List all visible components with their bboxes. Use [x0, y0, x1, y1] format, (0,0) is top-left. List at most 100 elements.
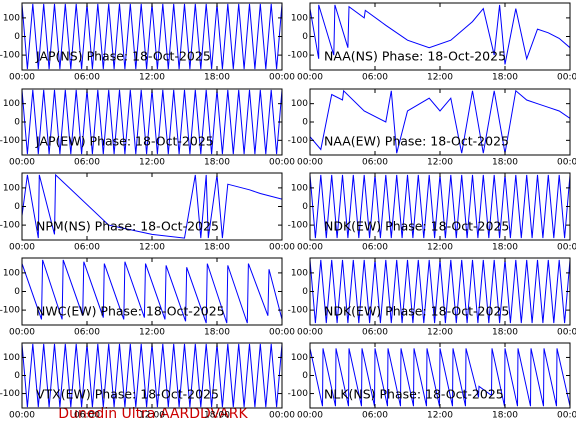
y-tick-label: -100 [0, 51, 20, 61]
x-tick-label: 18:00 [492, 243, 518, 253]
phase-line [22, 173, 282, 239]
y-tick-label: 0 [302, 118, 308, 128]
x-tick-label: 06:00 [362, 411, 388, 421]
x-tick-label: 06:00 [74, 243, 100, 253]
x-tick-label: 18:00 [492, 328, 518, 338]
phase-line [22, 259, 282, 324]
x-tick-label: 00:00 [557, 73, 576, 83]
x-tick-label: 00:00 [9, 243, 35, 253]
x-tick-label: 12:00 [139, 158, 165, 168]
x-tick-label: 00:00 [9, 328, 35, 338]
y-tick-label: -100 [288, 306, 309, 316]
y-tick-label: -100 [288, 221, 309, 231]
x-tick-label: 00:00 [297, 158, 323, 168]
x-tick-label: 00:00 [557, 158, 576, 168]
y-tick-label: 100 [3, 13, 20, 23]
x-tick-label: 00:00 [9, 158, 35, 168]
x-tick-label: 00:00 [9, 411, 35, 421]
y-tick-label: 0 [14, 371, 20, 381]
y-tick-label: 0 [14, 202, 20, 212]
panel-title: NAA(NS) Phase: 18-Oct-2025 [324, 49, 506, 64]
panel-title: NLK(NS) Phase: 18-Oct-2025 [324, 387, 504, 402]
y-tick-label: 100 [291, 183, 308, 193]
x-tick-label: 18:00 [492, 411, 518, 421]
y-tick-label: -100 [288, 389, 309, 399]
x-tick-label: 06:00 [74, 73, 100, 83]
x-tick-label: 00:00 [557, 328, 576, 338]
y-tick-label: 0 [302, 32, 308, 42]
x-tick-label: 06:00 [74, 411, 100, 421]
x-tick-label: 12:00 [139, 243, 165, 253]
y-tick-label: 0 [302, 287, 308, 297]
panel: 1000-10000:0006:0012:0018:0000:00NAA(EW)… [288, 88, 576, 168]
x-tick-label: 00:00 [297, 411, 323, 421]
panel-title: NDK(EW) Phase: 18-Oct-2025 [324, 304, 509, 319]
x-tick-label: 18:00 [204, 158, 230, 168]
panel-title: NAA(EW) Phase: 18-Oct-2025 [324, 134, 509, 149]
x-tick-label: 12:00 [427, 243, 453, 253]
x-tick-label: 00:00 [269, 73, 295, 83]
x-tick-label: 18:00 [204, 411, 230, 421]
panel-title: VTX(EW) Phase: 18-Oct-2025 [36, 387, 219, 402]
x-tick-label: 12:00 [139, 411, 165, 421]
y-tick-label: 0 [14, 118, 20, 128]
y-tick-label: 100 [291, 99, 308, 109]
y-tick-label: 100 [291, 13, 308, 23]
panel: 1000-10000:0006:0012:0018:0000:00NDK(EW)… [288, 172, 576, 253]
x-tick-label: 00:00 [297, 243, 323, 253]
panel: 1000-10000:0006:0012:0018:0000:00NAA(NS)… [288, 2, 576, 83]
y-tick-label: -100 [288, 51, 309, 61]
x-tick-label: 06:00 [362, 73, 388, 83]
y-tick-label: 100 [3, 353, 20, 363]
footer: Dunedin Ultra AARDDVARK [58, 406, 248, 422]
y-tick-label: 0 [302, 371, 308, 381]
x-tick-label: 06:00 [362, 158, 388, 168]
x-tick-label: 00:00 [557, 243, 576, 253]
panel-title: JAP(EW) Phase: 18-Oct-2025 [35, 134, 214, 149]
phase-line [310, 348, 570, 407]
x-tick-label: 18:00 [204, 73, 230, 83]
panel: 1000-10000:0006:0012:0018:0000:00NDK(EW)… [288, 257, 576, 338]
panel-title: NDK(EW) Phase: 18-Oct-2025 [324, 219, 509, 234]
x-tick-label: 12:00 [139, 73, 165, 83]
y-tick-label: -100 [0, 221, 20, 231]
x-tick-label: 00:00 [9, 73, 35, 83]
x-tick-label: 00:00 [297, 73, 323, 83]
panel-title: NPM(NS) Phase: 18-Oct-2025 [36, 219, 219, 234]
x-tick-label: 18:00 [204, 243, 230, 253]
x-tick-label: 18:00 [204, 328, 230, 338]
x-tick-label: 00:00 [269, 411, 295, 421]
y-tick-label: 100 [3, 183, 20, 193]
panel: 1000-10000:0006:0012:0018:0000:00NLK(NS)… [288, 342, 576, 421]
y-tick-label: 100 [3, 99, 20, 109]
x-tick-label: 18:00 [492, 73, 518, 83]
panel-title: NWC(EW) Phase: 18-Oct-2025 [36, 304, 225, 319]
x-tick-label: 06:00 [74, 328, 100, 338]
x-tick-label: 12:00 [427, 73, 453, 83]
y-tick-label: 100 [291, 268, 308, 278]
y-tick-label: -100 [0, 306, 20, 316]
y-tick-label: 100 [3, 268, 20, 278]
x-tick-label: 12:00 [139, 328, 165, 338]
y-tick-label: -100 [0, 136, 20, 146]
x-tick-label: 00:00 [269, 243, 295, 253]
panel-title: JAP(NS) Phase: 18-Oct-2025 [35, 49, 211, 64]
x-tick-label: 00:00 [269, 158, 295, 168]
x-tick-label: 06:00 [362, 328, 388, 338]
x-tick-label: 18:00 [492, 158, 518, 168]
y-tick-label: -100 [288, 136, 309, 146]
x-tick-label: 06:00 [74, 158, 100, 168]
x-tick-label: 12:00 [427, 158, 453, 168]
y-tick-label: 0 [14, 287, 20, 297]
y-tick-label: 100 [291, 353, 308, 363]
y-tick-label: 0 [302, 202, 308, 212]
y-tick-label: 0 [14, 32, 20, 42]
phase-line [310, 89, 570, 154]
y-tick-label: -100 [0, 389, 20, 399]
